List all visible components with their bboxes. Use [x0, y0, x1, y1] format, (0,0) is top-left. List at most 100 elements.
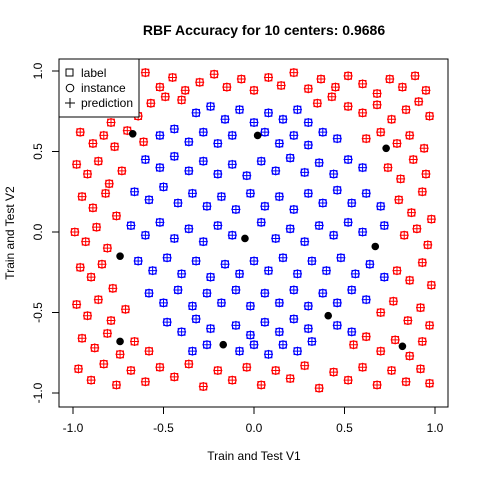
inner-point	[303, 118, 313, 128]
outer-point	[111, 211, 121, 221]
outer-point	[405, 130, 415, 140]
inner-point	[292, 346, 302, 356]
inner-point	[187, 188, 197, 198]
inner-point	[155, 163, 165, 173]
outer-point	[289, 68, 299, 78]
inner-point	[314, 158, 324, 168]
y-tick-label: 0.5	[31, 143, 45, 160]
outer-point	[372, 380, 382, 390]
inner-point	[187, 301, 197, 311]
inner-point	[347, 285, 357, 295]
inner-point	[336, 253, 346, 263]
inner-point	[202, 288, 212, 298]
rbf-center-point	[371, 242, 380, 251]
outer-point	[209, 69, 219, 79]
outer-point	[104, 179, 114, 189]
inner-point	[184, 137, 194, 147]
inner-point	[256, 156, 266, 166]
inner-point	[256, 217, 266, 227]
rbf-center-point	[128, 129, 137, 138]
inner-point	[162, 317, 172, 327]
inner-point	[271, 166, 281, 176]
inner-point	[191, 256, 201, 266]
inner-point	[235, 346, 245, 356]
outer-point	[130, 336, 140, 346]
outer-point	[392, 138, 402, 148]
outer-point	[358, 79, 368, 89]
outer-point	[358, 108, 368, 118]
outer-point	[81, 237, 91, 247]
outer-point	[397, 82, 407, 92]
outer-point	[242, 362, 252, 372]
legend-entry-instance: instance	[65, 81, 126, 95]
outer-point	[426, 214, 436, 224]
inner-point	[263, 108, 273, 118]
outer-point	[423, 240, 433, 250]
outer-point	[236, 74, 246, 84]
outer-point	[111, 380, 121, 390]
outer-point	[198, 382, 208, 392]
inner-point	[289, 314, 299, 324]
inner-point	[314, 221, 324, 231]
outer-point	[406, 208, 416, 218]
legend-entry-label: label	[65, 66, 106, 80]
outer-point	[408, 155, 418, 165]
outer-point	[227, 375, 237, 385]
outer-point	[168, 72, 178, 82]
rbf-center-point	[324, 311, 333, 320]
outer-point	[343, 71, 353, 81]
rbf-center-point	[116, 252, 124, 260]
inner-point	[361, 295, 371, 305]
outer-point	[300, 361, 310, 371]
outer-point	[417, 187, 427, 197]
outer-point	[70, 227, 80, 237]
outer-point	[425, 111, 435, 121]
outer-point	[396, 174, 406, 184]
outer-point	[90, 343, 100, 353]
inner-point	[184, 166, 194, 176]
inner-point	[140, 155, 150, 165]
outer-point	[256, 380, 266, 390]
inner-point	[206, 324, 216, 334]
outer-point	[126, 365, 136, 375]
inner-point	[173, 198, 183, 208]
outer-point	[343, 101, 353, 111]
inner-point	[361, 188, 371, 198]
rbf-center-point	[219, 340, 228, 349]
inner-point	[343, 155, 353, 165]
outer-point	[412, 224, 422, 234]
outer-point	[425, 378, 435, 388]
outer-point	[82, 311, 92, 321]
outer-point	[330, 82, 340, 92]
outer-point	[99, 359, 109, 369]
x-tick-label: 0.0	[246, 421, 263, 435]
outer-point	[146, 98, 156, 108]
rbf-center-point	[382, 144, 390, 153]
outer-point	[72, 299, 82, 309]
legend-entry-prediction: prediction	[65, 96, 133, 110]
inner-point	[271, 233, 281, 243]
outer-point	[97, 259, 107, 269]
inner-point	[144, 288, 154, 298]
inner-point	[227, 130, 237, 140]
inner-point	[332, 320, 342, 330]
inner-point	[159, 298, 168, 308]
legend-plus-symbol	[65, 98, 75, 108]
inner-point	[303, 324, 313, 334]
inner-point	[263, 349, 273, 359]
outer-point	[72, 159, 82, 169]
outer-point	[372, 89, 382, 99]
outer-point	[110, 142, 120, 152]
outer-point	[405, 351, 415, 361]
inner-point	[365, 259, 375, 269]
inner-point	[289, 285, 299, 295]
inner-point	[159, 182, 168, 192]
inner-point	[213, 221, 223, 231]
inner-point	[292, 105, 302, 115]
outer-point	[376, 308, 386, 317]
inner-point	[126, 221, 136, 231]
inner-point	[184, 224, 194, 234]
inner-point	[235, 105, 245, 115]
outer-point	[303, 84, 313, 94]
